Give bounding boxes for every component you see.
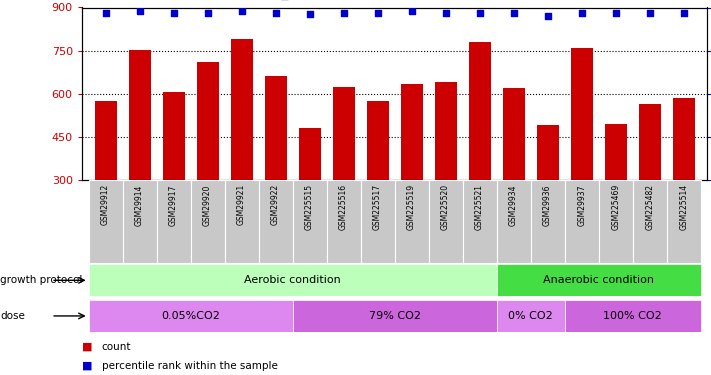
Bar xyxy=(225,180,259,262)
Bar xyxy=(496,264,700,296)
Bar xyxy=(293,300,496,332)
Bar xyxy=(434,82,456,180)
Text: GSM29922: GSM29922 xyxy=(271,184,280,225)
Point xyxy=(304,11,315,17)
Point xyxy=(134,8,145,14)
Text: Anaerobic condition: Anaerobic condition xyxy=(543,275,654,285)
Bar xyxy=(259,180,293,262)
Text: Aerobic condition: Aerobic condition xyxy=(244,275,341,285)
Text: ■: ■ xyxy=(82,361,92,370)
Bar xyxy=(367,101,389,180)
Text: percentile rank within the sample: percentile rank within the sample xyxy=(102,361,277,370)
Text: GSM225514: GSM225514 xyxy=(679,184,688,230)
Bar xyxy=(530,180,565,262)
Bar xyxy=(293,180,326,262)
Bar xyxy=(503,88,525,180)
Bar xyxy=(122,180,156,262)
Text: GSM225521: GSM225521 xyxy=(475,184,484,230)
Bar xyxy=(95,101,117,180)
Bar xyxy=(196,62,219,180)
Bar xyxy=(89,300,293,332)
Bar xyxy=(599,180,633,262)
Bar xyxy=(89,264,496,296)
Point xyxy=(406,8,417,14)
Point xyxy=(508,10,519,16)
Text: GSM29934: GSM29934 xyxy=(509,184,518,226)
Text: 0.05%CO2: 0.05%CO2 xyxy=(161,311,220,321)
Bar xyxy=(565,180,599,262)
Point xyxy=(236,8,247,14)
Point xyxy=(440,10,451,16)
Bar xyxy=(604,124,626,180)
Text: 100% CO2: 100% CO2 xyxy=(603,311,662,321)
Bar xyxy=(89,180,122,262)
Text: GSM29936: GSM29936 xyxy=(543,184,552,226)
Bar xyxy=(333,87,355,180)
Text: 0% CO2: 0% CO2 xyxy=(508,311,553,321)
Bar xyxy=(638,104,661,180)
Text: growth protocol: growth protocol xyxy=(0,275,82,285)
Text: GSM225482: GSM225482 xyxy=(645,184,654,230)
Bar xyxy=(264,76,287,180)
Bar xyxy=(400,84,422,180)
Point xyxy=(338,10,349,16)
Bar xyxy=(191,180,225,262)
Text: GSM225515: GSM225515 xyxy=(305,184,314,230)
Bar xyxy=(395,180,429,262)
Bar xyxy=(360,180,395,262)
Bar xyxy=(565,300,700,332)
Text: 79% CO2: 79% CO2 xyxy=(368,311,421,321)
Point xyxy=(576,10,587,16)
Point xyxy=(270,10,282,16)
Bar xyxy=(299,128,321,180)
Text: GSM29920: GSM29920 xyxy=(203,184,212,225)
Bar xyxy=(469,42,491,180)
Bar xyxy=(496,300,565,332)
Bar xyxy=(496,180,530,262)
Bar xyxy=(673,98,695,180)
Point xyxy=(474,10,486,16)
Point xyxy=(372,10,383,16)
Point xyxy=(542,13,553,19)
Bar xyxy=(571,48,593,180)
Text: count: count xyxy=(102,342,131,352)
Bar xyxy=(230,39,252,180)
Bar xyxy=(163,92,185,180)
Text: GSM225519: GSM225519 xyxy=(407,184,416,230)
Text: GSM29921: GSM29921 xyxy=(237,184,246,225)
Text: GSM29917: GSM29917 xyxy=(169,184,178,225)
Text: GSM29937: GSM29937 xyxy=(577,184,586,226)
Text: GSM225516: GSM225516 xyxy=(339,184,348,230)
Text: ■: ■ xyxy=(82,342,92,352)
Text: GSM29914: GSM29914 xyxy=(135,184,144,225)
Text: dose: dose xyxy=(0,311,25,321)
Bar xyxy=(326,180,360,262)
Bar xyxy=(537,125,559,180)
Point xyxy=(678,10,690,16)
Point xyxy=(100,10,111,16)
Bar xyxy=(463,180,496,262)
Text: GSM225517: GSM225517 xyxy=(373,184,382,230)
Point xyxy=(168,10,179,16)
Point xyxy=(644,10,656,16)
Bar xyxy=(667,180,700,262)
Bar xyxy=(129,50,151,180)
Text: GSM29912: GSM29912 xyxy=(101,184,110,225)
Text: GSM225469: GSM225469 xyxy=(611,184,620,230)
Bar xyxy=(633,180,667,262)
Bar xyxy=(156,180,191,262)
Point xyxy=(202,10,213,16)
Text: GSM225520: GSM225520 xyxy=(441,184,450,230)
Point xyxy=(610,10,621,16)
Bar xyxy=(429,180,463,262)
